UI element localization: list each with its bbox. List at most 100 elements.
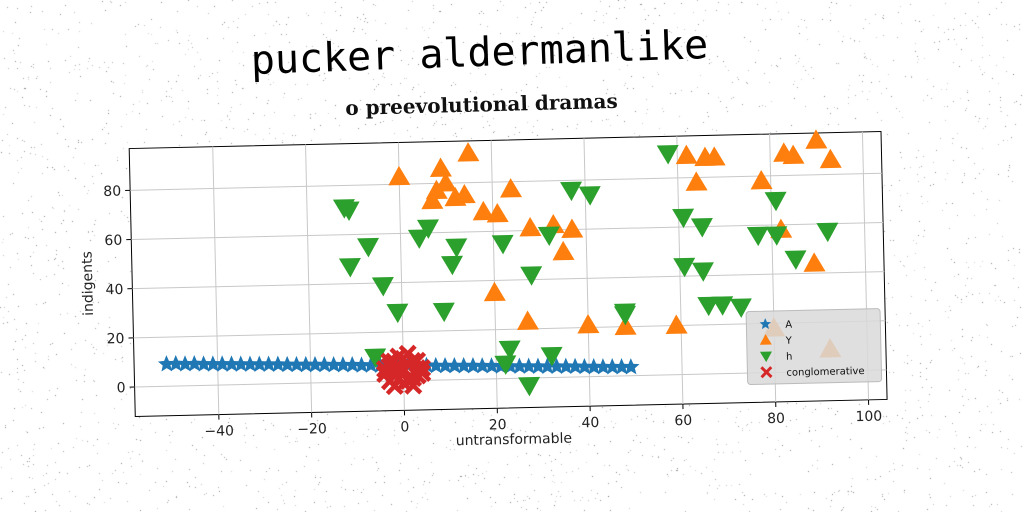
legend: AYh conglomerative [745,308,883,386]
point-h [491,234,514,255]
series-Y [388,129,842,358]
point-conglomerative [408,351,427,371]
legend-label-A: A [785,320,792,331]
point-Y [675,144,698,165]
point-A [260,355,278,372]
point-Y [472,200,495,221]
point-A [315,355,333,373]
x-tick-label: 60 [674,413,692,429]
point-h [697,296,720,317]
point-A [222,355,241,372]
y-tick-label: 40 [105,282,123,298]
point-h [816,222,839,243]
point-h [371,276,394,297]
point-A [278,355,296,373]
point-A [204,355,222,372]
point-Y [500,178,523,198]
series-h [332,145,839,397]
point-h [416,219,439,239]
point-A [269,355,287,372]
point-A [362,356,380,373]
point-h [765,226,788,246]
x-grid-line [305,144,313,413]
point-Y [421,189,444,210]
point-A [445,356,464,374]
point-h [711,296,734,316]
x-tick-label: 0 [400,419,409,435]
point-h [357,237,380,258]
point-A [167,354,185,372]
point-h [656,145,679,165]
point-Y [703,146,726,166]
point-h [337,201,360,221]
point-h [445,238,468,258]
x-tick-label: 100 [855,409,882,426]
point-h [672,208,695,229]
point-A [427,356,445,374]
point-A [232,355,250,372]
point-Y [750,169,773,190]
legend-marker-Y [759,334,772,345]
point-Y [429,157,452,178]
x-tick-label: 40 [581,415,599,431]
point-h [537,226,560,246]
point-h [518,376,541,397]
point-A [510,357,528,374]
x-tick-label: −40 [204,423,234,440]
point-A [185,355,203,372]
point-A [585,357,603,375]
point-A [520,357,538,374]
point-A [343,356,361,373]
legend-label-Y: Y [785,336,793,347]
point-A [297,355,315,373]
point-h [673,257,696,278]
point-h [746,226,769,247]
point-h [432,302,455,323]
legend-marker-A [759,318,771,330]
point-Y [519,217,542,237]
series-conglomerative [375,344,432,396]
point-Y [388,165,411,186]
y-tick-label: 0 [117,380,126,396]
point-A [436,356,454,374]
plot-area [128,130,888,418]
point-Y [803,252,826,272]
point-Y [486,202,509,223]
point-h [729,298,752,318]
point-A [306,355,324,373]
legend-marker-conglomerative [760,366,773,379]
point-A [557,357,575,375]
point-A [483,357,501,374]
point-h [540,346,563,367]
y-tick-label: 20 [107,331,125,347]
point-A [250,355,268,372]
point-conglomerative [380,352,399,371]
y-tick-label: 60 [104,233,122,249]
point-Y [773,142,796,162]
point-A [241,355,259,372]
point-Y [561,218,584,239]
y-axis-label: indigents [80,251,97,316]
point-Y [434,172,457,192]
point-Y [516,310,539,331]
point-A [575,357,593,375]
point-A [603,358,621,375]
point-h [613,303,636,323]
point-Y [614,315,637,336]
point-h [560,181,583,202]
point-A [213,355,231,372]
point-h [764,191,787,212]
point-Y [483,281,506,302]
point-Y [819,148,842,169]
point-A [325,355,343,373]
point-h [498,340,521,360]
point-h [386,303,409,324]
point-h [338,258,361,278]
point-A [195,355,213,372]
point-Y [665,314,688,335]
point-A [176,355,194,372]
point-Y [453,184,476,204]
point-h [784,250,807,270]
point-Y [577,314,600,334]
